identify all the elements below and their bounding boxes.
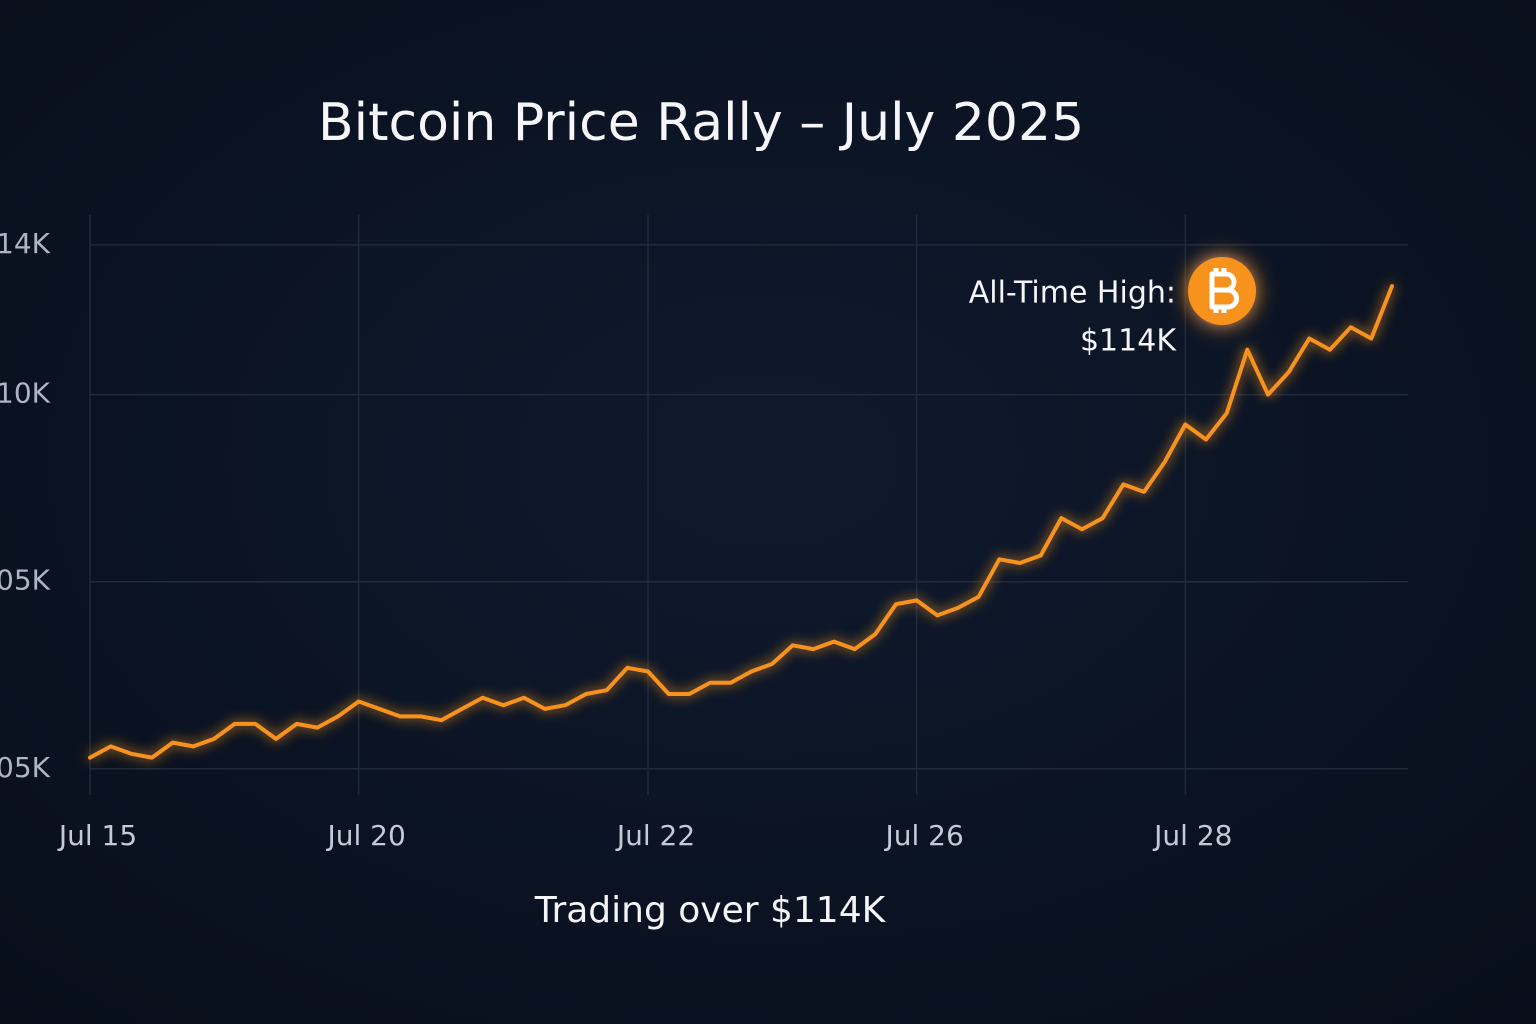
x-tick-label: Jul 26 [884,819,964,852]
annotation-line: $114K [1080,324,1177,359]
icon-glyph [1209,268,1239,313]
x-tick-label: Jul 15 [57,819,137,852]
x-tick-label: Jul 22 [615,819,695,852]
annotation-line: All-Time High: [969,276,1176,311]
y-tick-label: 14K [0,227,51,260]
price-line [88,284,1394,760]
chart-subtitle: Trading over $114K [534,890,887,931]
y-tick-label: 05K [0,564,51,597]
y-tick-label: 10K [0,377,51,410]
chart-title: Bitcoin Price Rally – July 2025 [318,93,1084,153]
y-tick-label: 05K [0,751,51,784]
bitcoin-icon [1188,257,1256,325]
x-tick-label: Jul 20 [326,819,406,852]
x-tick-label: Jul 28 [1152,819,1232,852]
